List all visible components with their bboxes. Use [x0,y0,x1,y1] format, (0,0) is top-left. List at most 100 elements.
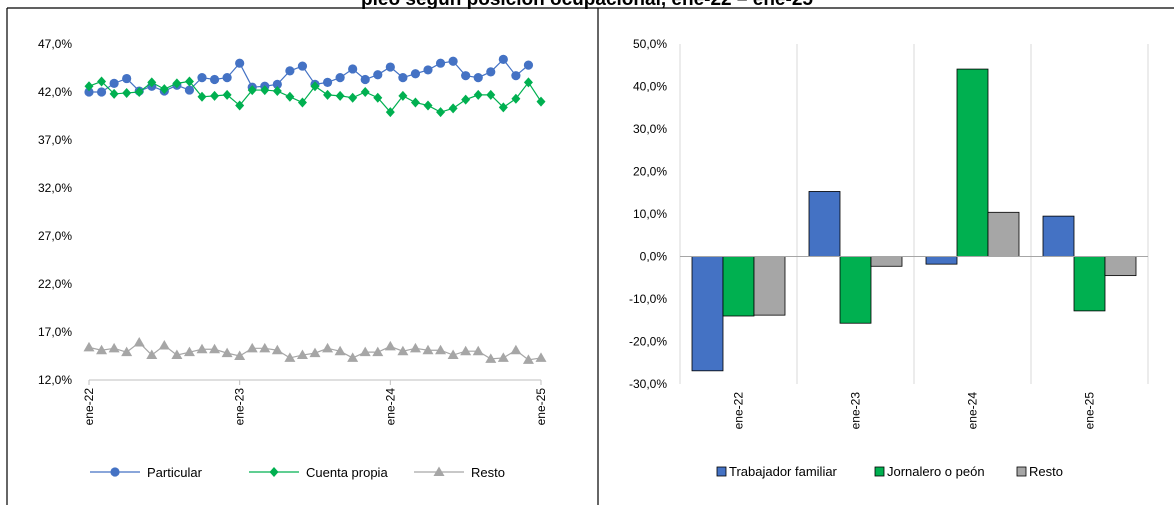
data-point [473,346,484,356]
data-point [209,344,220,354]
data-point [435,345,446,355]
legend-label: Jornalero o peón [887,464,985,479]
right-panel: 50,0% 40,0% 30,0% 20,0% 10,0% 0,0% -10,0% -20,0… [629,37,1148,479]
x-tick-label: ene-22 [82,388,96,426]
bar [988,212,1019,256]
bar [1074,257,1105,311]
bar [754,257,785,316]
data-point [361,87,370,97]
data-point [323,90,332,100]
data-point [385,341,396,351]
data-point [323,78,332,87]
data-point [360,347,371,357]
data-point [486,67,495,76]
y-tick-label: -30,0% [629,377,667,391]
data-point [310,348,321,358]
data-point [372,347,383,357]
data-point [373,70,382,79]
legend-marker [270,467,279,477]
data-point [398,73,407,82]
bar [871,257,902,267]
data-point [474,73,483,82]
data-point [285,66,294,75]
data-point [474,90,483,100]
legend-swatch [875,467,884,476]
data-point [436,107,445,117]
y-tick-label: 32,0% [38,181,72,195]
y-tick-label: 12,0% [38,373,72,387]
y-tick-label: 42,0% [38,85,72,99]
x-tick-label: ene-24 [383,388,397,426]
y-tick-label: 30,0% [633,122,667,136]
data-point [197,73,206,82]
data-point [460,346,471,356]
bar [957,69,988,256]
data-point [84,342,95,352]
data-point [197,344,208,354]
data-point [235,59,244,68]
bar [1043,216,1074,256]
bar [840,257,871,324]
data-point [223,73,232,82]
bar [1105,257,1136,276]
data-point [347,352,358,362]
data-point [536,352,547,362]
bar [723,257,754,317]
bar [692,257,723,371]
legend-label: Particular [147,465,203,480]
data-point [223,90,232,100]
data-point [159,340,170,350]
data-point [122,88,131,98]
y-tick-label: 20,0% [633,165,667,179]
data-point [97,87,106,96]
data-point [185,85,194,94]
data-point [247,343,258,353]
data-point [361,75,370,84]
x-tick-label: ene-22 [732,392,746,430]
data-point [498,352,509,362]
data-point [461,95,470,105]
data-point [511,71,520,80]
y-tick-label: 17,0% [38,325,72,339]
data-point [423,65,432,74]
y-tick-label: 10,0% [633,207,667,221]
y-tick-label: 37,0% [38,133,72,147]
data-point [449,57,458,66]
data-point [537,97,546,107]
legend-swatch [717,467,726,476]
y-tick-label: 40,0% [633,80,667,94]
data-point [259,343,270,353]
data-point [336,73,345,82]
data-point [110,79,119,88]
bar [809,191,840,256]
legend-marker [434,467,445,477]
legend-label: Resto [471,465,505,480]
data-point [298,61,307,70]
legend-swatch [1017,467,1026,476]
legend-label: Resto [1029,464,1063,479]
x-tick-label: ene-24 [966,392,980,430]
legend-marker [110,467,119,476]
data-point [348,93,357,103]
data-point [524,61,533,70]
data-point [424,100,433,110]
data-point [109,343,120,353]
y-tick-label: 0,0% [640,250,668,264]
data-point [411,98,420,108]
data-point [322,343,333,353]
y-tick-label: 22,0% [38,277,72,291]
x-tick-label: ene-25 [1083,392,1097,430]
legend-label: Cuenta propia [306,465,388,480]
data-point [134,337,145,347]
y-tick-label: -20,0% [629,335,667,349]
data-point [348,64,357,73]
data-point [122,74,131,83]
y-tick-label: 50,0% [633,37,667,51]
legend-label: Trabajador familiar [729,464,838,479]
data-point [449,103,458,113]
bar-chart: 50,0%40,0%30,0%20,0%10,0%0,0%-10,0%-20,0… [629,37,1148,479]
data-point [410,343,421,353]
data-point [386,62,395,71]
x-tick-label: ene-23 [849,392,863,430]
